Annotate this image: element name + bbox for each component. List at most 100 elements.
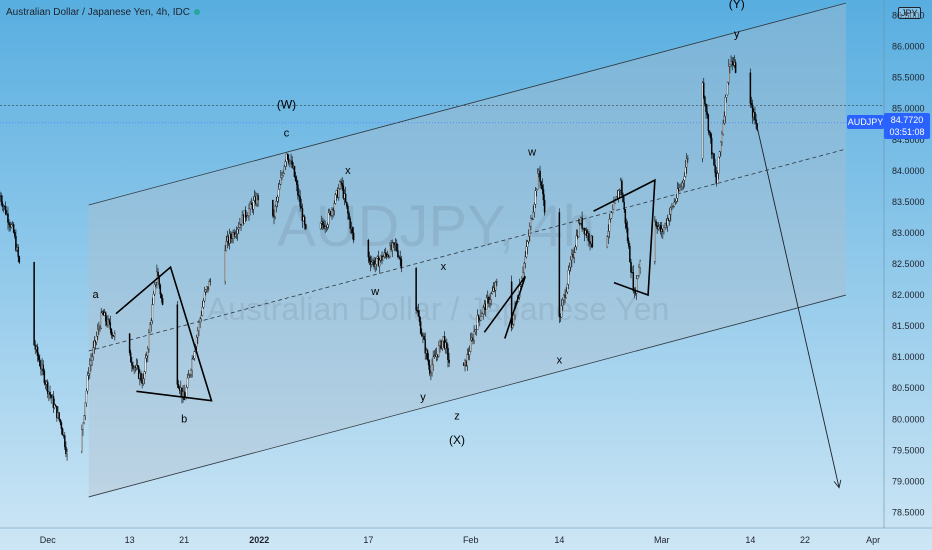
x-tick-label: Feb <box>463 535 479 545</box>
candle-body <box>338 188 340 198</box>
candle-body <box>145 355 148 359</box>
candle-body <box>153 284 156 295</box>
candle-body <box>384 252 387 255</box>
candle-body <box>632 272 635 292</box>
candle-body <box>731 61 733 64</box>
candle-body <box>373 260 375 267</box>
candle-body <box>417 310 420 317</box>
candle-body <box>37 355 40 360</box>
x-tick-label: 14 <box>554 535 564 545</box>
y-tick-label: 81.0000 <box>892 352 925 362</box>
candle-body <box>399 257 401 260</box>
candle-body <box>510 281 513 328</box>
candle-body <box>755 119 757 124</box>
candle-body <box>282 173 284 176</box>
wave-label: (X) <box>449 433 465 447</box>
candle-body <box>469 339 472 352</box>
candle-body <box>558 212 561 317</box>
channel-upper-line <box>88 2 846 206</box>
candle-body <box>250 202 253 205</box>
y-tick-label: 86.5000 <box>892 11 925 21</box>
candle-body <box>248 208 250 216</box>
candle-body <box>701 82 704 159</box>
candle-body <box>288 158 290 164</box>
candle-body <box>147 348 149 357</box>
candle-body <box>129 352 132 363</box>
candle-body <box>159 284 162 295</box>
candle-body <box>655 221 657 226</box>
channel-fill <box>88 3 846 497</box>
candle-body <box>252 200 255 210</box>
candle-body <box>635 278 638 294</box>
candle-body <box>42 364 44 372</box>
wave-outline <box>115 265 213 402</box>
candle-body <box>532 211 534 220</box>
wave-label: x <box>557 354 563 366</box>
candle-body <box>382 256 384 261</box>
candle-body <box>59 419 62 423</box>
candle-body <box>236 229 239 234</box>
market-status-dot <box>194 9 200 15</box>
candle-body <box>710 138 713 155</box>
candle-body <box>84 402 87 416</box>
candle-body <box>143 371 146 379</box>
candle-body <box>562 299 564 306</box>
candle-body <box>8 222 10 225</box>
y-tick-label: 86.0000 <box>892 42 925 52</box>
candle-body <box>613 202 615 210</box>
candle-body <box>347 206 349 214</box>
candle-body <box>148 332 150 350</box>
wave-label: a <box>92 289 99 301</box>
wave-label: w <box>527 146 536 158</box>
candle-body <box>190 370 192 375</box>
watermark-name: Australian Dollar / Japanese Yen <box>207 291 670 327</box>
x-tick-label: 2022 <box>249 535 269 545</box>
y-tick-label: 82.5000 <box>892 259 925 269</box>
candle-body <box>224 250 226 282</box>
candle-body <box>706 111 708 115</box>
candle-body <box>327 212 330 225</box>
candle-body <box>473 331 475 341</box>
candle-body <box>60 422 63 429</box>
candle-body <box>683 176 686 181</box>
candle-body <box>322 221 324 226</box>
currency-badge[interactable]: JPY <box>898 7 921 19</box>
candle-body <box>724 97 727 117</box>
candle-body <box>110 328 113 336</box>
candle-body <box>187 375 190 379</box>
candle-body <box>104 312 107 322</box>
candle-body <box>191 359 193 371</box>
candle-body <box>39 359 41 366</box>
candle-body <box>494 282 497 291</box>
candle-body <box>90 360 92 366</box>
candle-body <box>476 315 479 330</box>
candle-body <box>342 185 345 199</box>
candle-body <box>524 256 527 264</box>
candle-body <box>534 190 537 205</box>
candle-body <box>416 310 419 312</box>
candle-body <box>591 235 594 247</box>
candle-body <box>674 201 677 203</box>
x-tick-label: 14 <box>745 535 755 545</box>
candle-body <box>466 354 469 366</box>
candle-body <box>294 176 297 181</box>
candle-body <box>716 173 719 184</box>
candle-body <box>424 339 426 354</box>
candle-body <box>446 342 448 349</box>
candle-body <box>624 209 627 224</box>
y-tick-label: 82.0000 <box>892 290 925 300</box>
candle-body <box>151 304 154 321</box>
candle-body <box>334 194 337 204</box>
candle-body <box>638 267 640 276</box>
candle-body <box>670 207 672 215</box>
candle-body <box>233 232 235 237</box>
candle-body <box>585 230 588 236</box>
candle-body <box>490 293 492 300</box>
candle-body <box>346 201 348 207</box>
candle-body <box>197 330 199 338</box>
candle-body <box>659 225 662 232</box>
candle-body <box>82 422 84 430</box>
candle-body <box>530 218 532 227</box>
candle-body <box>383 252 386 258</box>
candle-body <box>374 264 376 267</box>
